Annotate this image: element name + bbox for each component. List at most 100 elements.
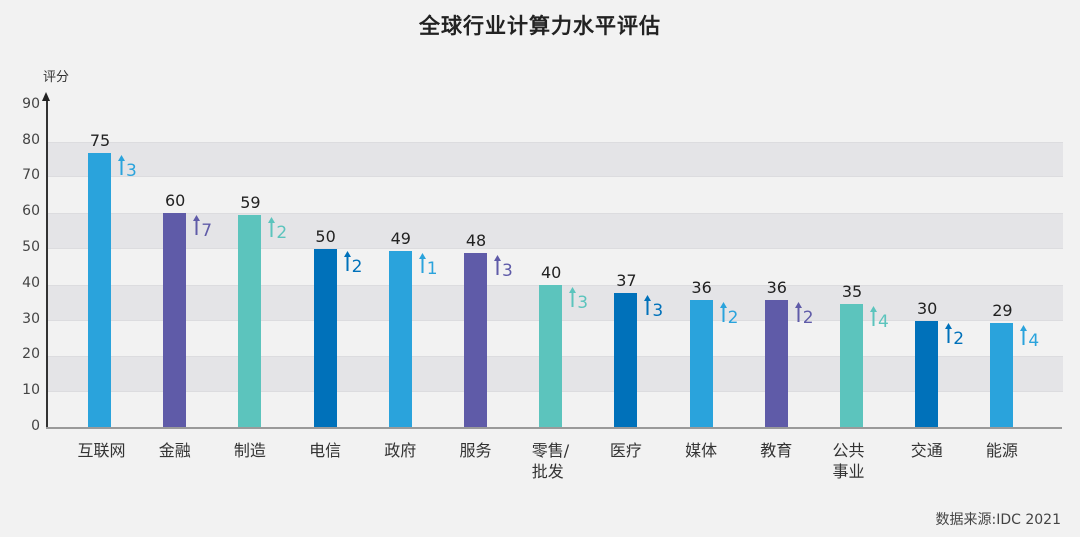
category-label-line: 公共 <box>832 441 865 460</box>
bar-change-indicator: 2 <box>794 301 814 328</box>
bar-value-label: 36 <box>766 277 787 297</box>
y-tick-label: 40 <box>22 274 40 291</box>
bar-change-indicator: 4 <box>870 305 889 332</box>
y-tick-label: 20 <box>22 346 40 363</box>
bar <box>764 299 788 428</box>
category-label: 电信 <box>309 440 341 461</box>
bar <box>238 215 262 428</box>
bar-change-indicator: 3 <box>118 154 137 181</box>
bar-change-indicator: 4 <box>1020 324 1040 351</box>
up-arrow-icon <box>1020 324 1028 345</box>
category-label-line: 零售/ <box>531 441 570 460</box>
change-value: 2 <box>953 328 965 349</box>
grid-band <box>47 213 1063 249</box>
change-value: 3 <box>126 160 137 181</box>
bar-value-label: 60 <box>165 191 186 211</box>
bar-change-indicator: 2 <box>343 251 363 277</box>
category-label-line: 互联网 <box>77 441 126 460</box>
category-label-line: 金融 <box>158 441 191 460</box>
category-label-line: 事业 <box>832 462 865 481</box>
up-arrow-icon <box>494 255 501 276</box>
bar <box>163 213 187 428</box>
up-arrow-icon <box>644 295 652 316</box>
category-label-line: 媒体 <box>685 441 718 460</box>
bar-value-label: 29 <box>992 300 1013 320</box>
bar-value-label: 30 <box>917 298 938 318</box>
bar-change-indicator: 2 <box>945 322 965 349</box>
bar <box>88 152 111 428</box>
bar <box>388 251 412 428</box>
category-label-line: 服务 <box>459 441 492 460</box>
bar <box>539 284 563 428</box>
y-tick-label: 10 <box>22 382 40 399</box>
x-axis-line <box>46 427 1062 429</box>
category-label-line: 批发 <box>531 462 564 481</box>
up-arrow-icon <box>343 251 351 271</box>
y-tick-label: 0 <box>31 418 40 434</box>
change-value: 3 <box>652 301 664 322</box>
up-arrow-icon <box>719 301 727 322</box>
up-arrow-icon <box>945 322 953 343</box>
y-tick-label: 70 <box>22 167 40 184</box>
grid-band <box>47 141 1063 178</box>
category-label-line: 政府 <box>384 441 417 460</box>
category-label: 教育 <box>760 440 792 461</box>
y-tick-label: 30 <box>22 310 40 327</box>
category-label: 金融 <box>159 440 191 461</box>
y-tick-label: 80 <box>22 131 40 148</box>
y-tick-label: 90 <box>22 95 40 112</box>
category-label-line: 电信 <box>309 441 342 460</box>
change-value: 3 <box>577 292 589 313</box>
category-label-line: 医疗 <box>609 441 642 460</box>
bar-value-label: 36 <box>691 277 712 297</box>
change-value: 2 <box>802 307 814 328</box>
bar <box>990 322 1014 428</box>
category-label: 政府 <box>384 440 416 461</box>
data-source: 数据来源:IDC 2021 <box>935 512 1061 528</box>
change-value: 3 <box>502 261 513 282</box>
change-value: 2 <box>276 223 288 244</box>
bar <box>689 299 713 428</box>
bar-value-label: 49 <box>390 229 411 249</box>
category-label: 能源 <box>986 440 1018 461</box>
bar <box>313 249 337 428</box>
category-label: 服务 <box>460 440 492 461</box>
bar-value-label: 50 <box>315 227 336 246</box>
change-value: 1 <box>426 259 438 280</box>
change-value: 4 <box>878 311 889 332</box>
up-arrow-icon <box>870 305 877 326</box>
up-arrow-icon <box>193 215 201 236</box>
up-arrow-icon <box>118 154 125 175</box>
y-tick-label: 50 <box>22 239 40 255</box>
category-label: 零售/批发 <box>532 440 569 482</box>
category-label: 互联网 <box>78 440 126 461</box>
category-label-line: 能源 <box>985 441 1018 460</box>
change-value: 2 <box>351 257 363 277</box>
y-axis-label: 评分 <box>43 70 70 85</box>
category-label-line: 制造 <box>233 441 266 460</box>
chart-title: 全球行业计算力水平评估 <box>419 14 661 38</box>
bar-change-indicator: 7 <box>193 215 213 242</box>
bar-change-indicator: 2 <box>719 301 738 326</box>
up-arrow-icon <box>268 217 276 238</box>
category-label-line: 教育 <box>760 441 793 460</box>
up-arrow-icon <box>794 301 802 322</box>
y-axis-line <box>46 98 48 429</box>
y-axis-arrow-icon <box>42 92 50 101</box>
category-label: 交通 <box>911 440 943 461</box>
up-arrow-icon <box>418 253 426 274</box>
bar <box>614 293 638 428</box>
bar-value-label: 35 <box>841 281 863 301</box>
bar-change-indicator: 3 <box>569 286 589 313</box>
category-label: 医疗 <box>610 440 642 461</box>
bar-change-indicator: 2 <box>268 217 288 244</box>
y-tick-label: 60 <box>22 203 40 220</box>
category-label: 公共 事业 <box>833 440 865 482</box>
bar <box>840 303 863 428</box>
change-value: 7 <box>201 221 213 242</box>
bar-value-label: 59 <box>240 193 261 213</box>
bar-value-label: 75 <box>89 130 111 150</box>
bar-value-label: 37 <box>616 271 637 291</box>
category-label: 媒体 <box>685 440 717 461</box>
change-value: 4 <box>1028 330 1040 351</box>
